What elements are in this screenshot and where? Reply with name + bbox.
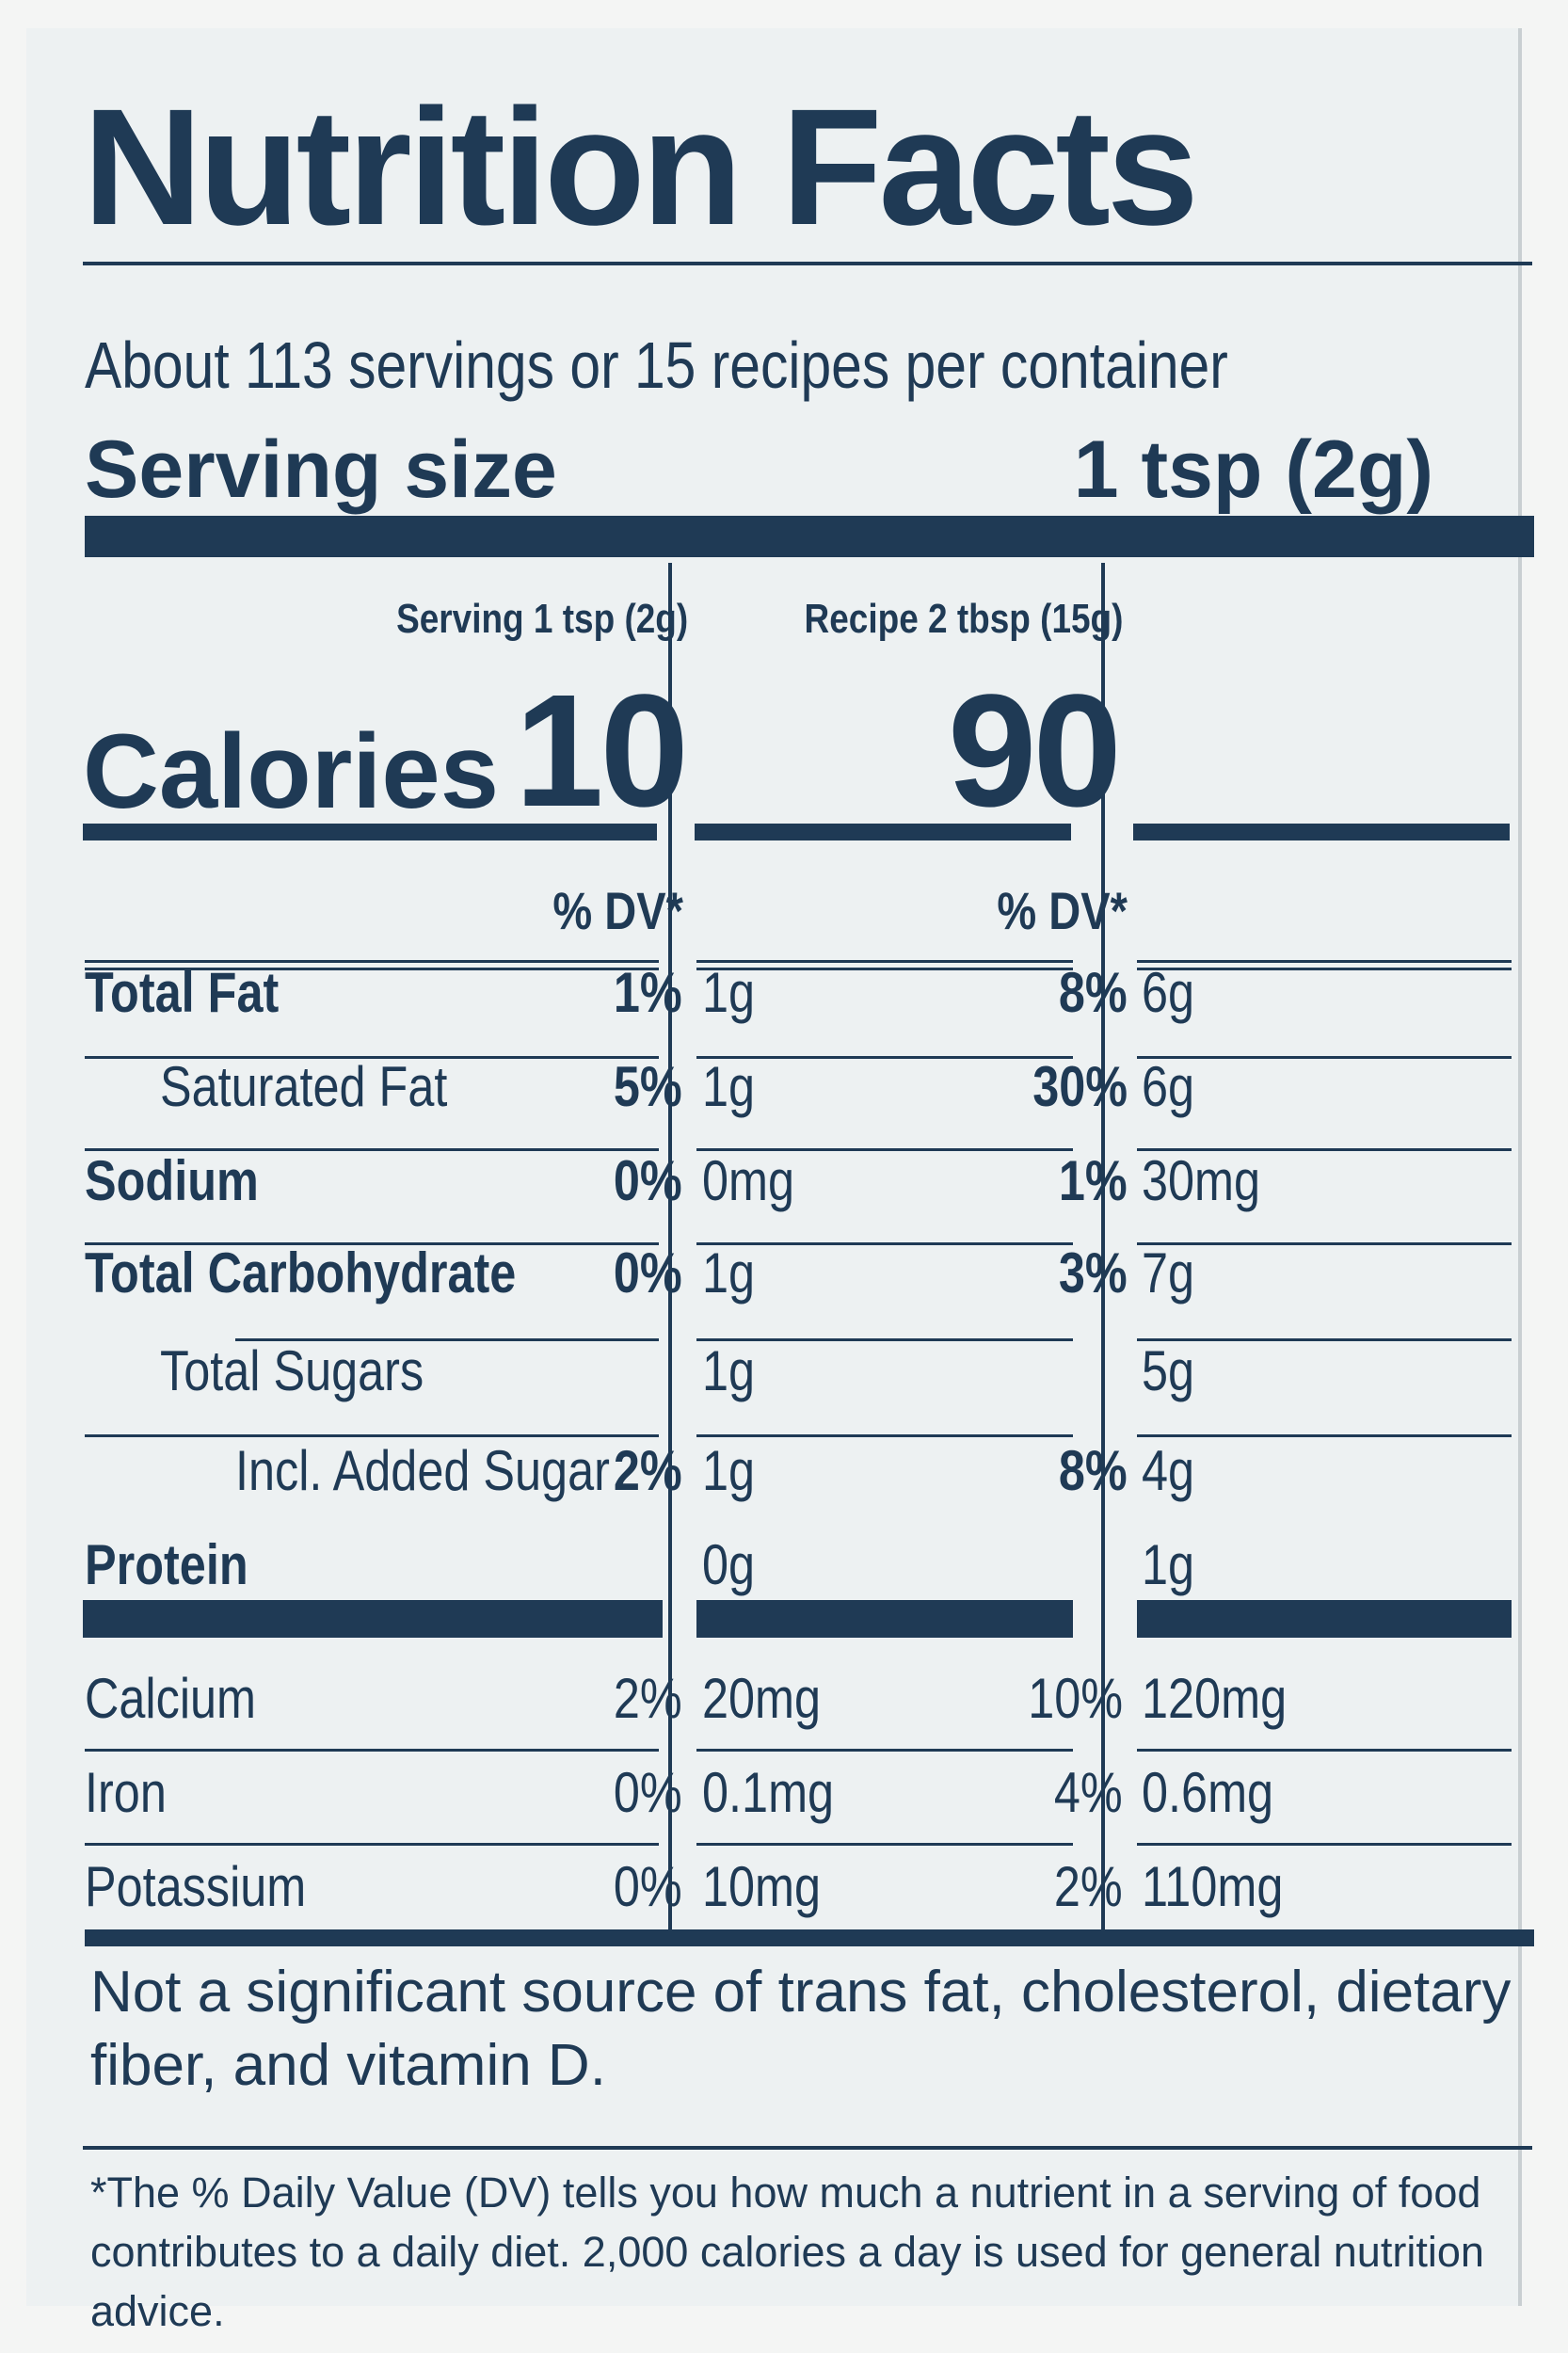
row-rule-label (85, 968, 659, 970)
dv-header-rule-label (85, 960, 659, 963)
thick-rule-label (83, 1600, 663, 1638)
thick-rule-serving (696, 1600, 1073, 1638)
recipe-column-header: Recipe 2 tbsp (15g) (804, 596, 1123, 642)
recipe-dv: 8% (1059, 961, 1128, 1024)
thick-rule-top (85, 516, 1534, 557)
recipe-amount: 7g (1142, 1241, 1195, 1305)
row-rule-recipe (1137, 968, 1512, 970)
label-title: Nutrition Facts (83, 75, 1199, 260)
vitamin-rule-serving (696, 1749, 1073, 1752)
serving-calories: 10 (514, 662, 689, 840)
serving-amount: 1g (702, 1439, 756, 1502)
vitamin-rule-recipe (1137, 1843, 1512, 1846)
servings-per-container: About 113 servings or 15 recipes per con… (85, 328, 1228, 402)
row-rule-recipe (1137, 1338, 1512, 1341)
vitamin-name: Calcium (85, 1667, 257, 1730)
row-rule-label (85, 1056, 659, 1059)
recipe-dv: 4% (1054, 1761, 1123, 1824)
thick-rule-bottom (85, 1929, 1534, 1946)
recipe-dv-header: % DV* (997, 881, 1128, 940)
serving-amount: 20mg (702, 1667, 822, 1730)
recipe-amount: 30mg (1142, 1149, 1261, 1212)
serving-size-value: 1 tsp (2g) (1073, 424, 1433, 515)
serving-amount: 1g (702, 1055, 756, 1118)
serving-dv: 0% (614, 1241, 682, 1305)
serving-amount: 1g (702, 1241, 756, 1305)
serving-amount: 1g (702, 961, 756, 1024)
serving-dv: 2% (614, 1439, 682, 1502)
row-rule-label (235, 1338, 659, 1341)
vitamin-name: Iron (85, 1761, 167, 1824)
vitamin-rule-serving (696, 1843, 1073, 1846)
calories-label: Calories (83, 712, 499, 830)
nutrient-name: Saturated Fat (160, 1055, 448, 1118)
recipe-amount: 110mg (1142, 1855, 1284, 1918)
row-rule-label (85, 1434, 659, 1437)
serving-dv: 5% (614, 1055, 682, 1118)
serving-amount: 0g (702, 1533, 756, 1596)
column-divider-2 (1101, 563, 1105, 1929)
row-rule-label (85, 1242, 659, 1245)
nutrient-name: Protein (85, 1533, 248, 1596)
nutrient-name: Total Sugars (160, 1339, 424, 1402)
recipe-amount: 120mg (1142, 1667, 1288, 1730)
nutrient-name: Sodium (85, 1149, 259, 1212)
serving-dv: 0% (614, 1855, 682, 1918)
serving-dv: 1% (614, 961, 682, 1024)
row-rule-recipe (1137, 1434, 1512, 1437)
serving-amount: 0.1mg (702, 1761, 835, 1824)
row-rule-serving (696, 968, 1073, 970)
recipe-amount: 0.6mg (1142, 1761, 1274, 1824)
nutrition-label-panel: Nutrition Facts About 113 servings or 15… (26, 28, 1534, 2335)
calories-rule-recipe (1133, 824, 1510, 840)
serving-dv: 2% (614, 1667, 682, 1730)
nutrient-name: Incl. Added Sugar (235, 1439, 610, 1502)
nutrient-name: Total Carbohydrate (85, 1241, 517, 1305)
recipe-dv: 3% (1059, 1241, 1128, 1305)
recipe-calories: 90 (947, 662, 1122, 840)
nutrient-name: Total Fat (85, 961, 280, 1024)
vitamin-rule-label (85, 1749, 659, 1752)
serving-column-header: Serving 1 tsp (2g) (395, 596, 688, 642)
recipe-dv: 2% (1054, 1855, 1123, 1918)
recipe-amount: 4g (1142, 1439, 1195, 1502)
row-rule-recipe (1137, 1148, 1512, 1151)
daily-value-footnote: *The % Daily Value (DV) tells you how mu… (90, 2169, 1484, 2335)
serving-amount: 0mg (702, 1149, 795, 1212)
row-rule-recipe (1137, 1242, 1512, 1245)
recipe-amount: 5g (1142, 1339, 1195, 1402)
row-rule-serving (696, 1338, 1073, 1341)
dv-header-rule-recipe (1137, 960, 1512, 963)
calories-rule-label (83, 824, 657, 840)
title-rule (83, 262, 1532, 265)
dv-header-rule-serving (696, 960, 1073, 963)
serving-amount: 10mg (702, 1855, 822, 1918)
recipe-amount: 1g (1142, 1533, 1195, 1596)
calories-rule-serving (695, 824, 1071, 840)
row-rule-serving (696, 1148, 1073, 1151)
recipe-dv: 8% (1059, 1439, 1128, 1502)
row-rule-recipe (1137, 1056, 1512, 1059)
vitamin-rule-label (85, 1843, 659, 1846)
recipe-amount: 6g (1142, 961, 1195, 1024)
row-rule-label (85, 1148, 659, 1151)
serving-size-label: Serving size (85, 424, 557, 515)
row-rule-serving (696, 1434, 1073, 1437)
recipe-dv: 10% (1028, 1667, 1123, 1730)
vitamin-name: Potassium (85, 1855, 307, 1918)
insignificant-source-note: Not a significant source of trans fat, c… (90, 1960, 1512, 2098)
column-divider-1 (668, 563, 672, 1929)
vitamin-rule-recipe (1137, 1749, 1512, 1752)
serving-dv-header: % DV* (552, 881, 683, 940)
serving-amount: 1g (702, 1339, 756, 1402)
recipe-amount: 6g (1142, 1055, 1195, 1118)
row-rule-serving (696, 1056, 1073, 1059)
footnote-rule (83, 2146, 1532, 2150)
recipe-dv: 30% (1032, 1055, 1128, 1118)
serving-dv: 0% (614, 1149, 682, 1212)
row-rule-serving (696, 1242, 1073, 1245)
serving-dv: 0% (614, 1761, 682, 1824)
recipe-dv: 1% (1059, 1149, 1128, 1212)
thick-rule-recipe (1137, 1600, 1512, 1638)
